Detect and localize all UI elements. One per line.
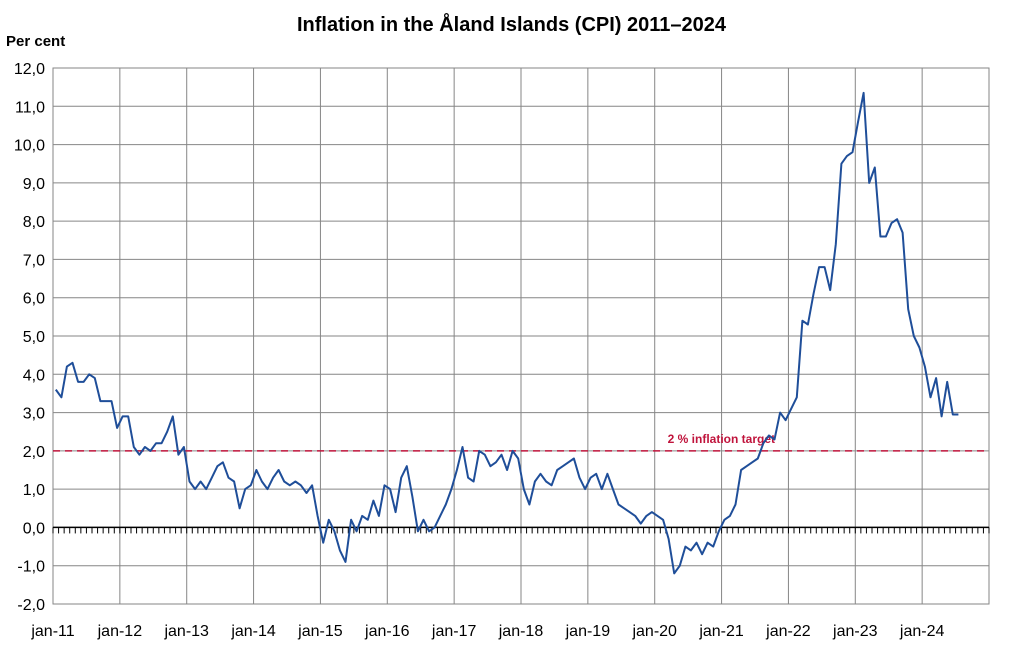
- x-tick-label: jan-17: [431, 623, 477, 640]
- x-tick-label: jan-11: [30, 623, 74, 640]
- inflation-target: 2 % inflation target: [53, 432, 989, 452]
- x-tick-label: jan-18: [498, 623, 544, 640]
- x-tick-label: jan-15: [297, 623, 343, 640]
- chart-title: Inflation in the Åland Islands (CPI) 201…: [296, 14, 726, 36]
- zero-axis: [52, 526, 990, 534]
- inflation-target-label: 2 % inflation target: [668, 432, 775, 446]
- cpi-series: [54, 91, 959, 575]
- y-tick-label: 0,0: [23, 520, 45, 537]
- x-tick-label: jan-16: [364, 623, 410, 640]
- x-tick-label: jan-12: [97, 623, 143, 640]
- y-tick-label: 2,0: [23, 444, 45, 461]
- x-tick-label: jan-19: [565, 623, 611, 640]
- y-tick-label: 7,0: [23, 252, 45, 269]
- y-tick-label: 9,0: [23, 176, 45, 193]
- y-tick-label: 5,0: [23, 329, 45, 346]
- x-tick-label: jan-20: [631, 623, 677, 640]
- y-tick-label: 1,0: [23, 482, 45, 499]
- x-tick-label: jan-23: [832, 623, 878, 640]
- y-tick-label: 8,0: [23, 214, 45, 231]
- y-tick-label: 3,0: [23, 406, 45, 423]
- x-tick-label: jan-14: [230, 623, 276, 640]
- cpi-series-line: [54, 91, 959, 575]
- x-axis-tick-labels: jan-11 jan-12 jan-13 jan-14 jan-15 jan-16 jan-…: [30, 623, 944, 640]
- y-tick-label: 12,0: [14, 61, 45, 78]
- y-tick-label: -2,0: [17, 597, 45, 614]
- x-tick-label: jan-24: [899, 623, 945, 640]
- x-tick-label: jan-22: [765, 623, 811, 640]
- x-tick-label: jan-21: [698, 623, 744, 640]
- y-axis-tick-labels: -2,0 -1,0 0,0 1,0 2,0 3,0 4,0 5,0 6,0 7,0 8,0 9,0 10…: [14, 61, 45, 614]
- y-tick-label: -1,0: [17, 559, 45, 576]
- x-tick-label: jan-13: [163, 623, 209, 640]
- y-tick-label: 4,0: [23, 367, 45, 384]
- y-tick-label: 6,0: [23, 291, 45, 308]
- y-tick-label: 11,0: [15, 99, 45, 116]
- y-axis-unit-label: Per cent: [6, 33, 66, 50]
- y-tick-label: 10,0: [14, 138, 45, 155]
